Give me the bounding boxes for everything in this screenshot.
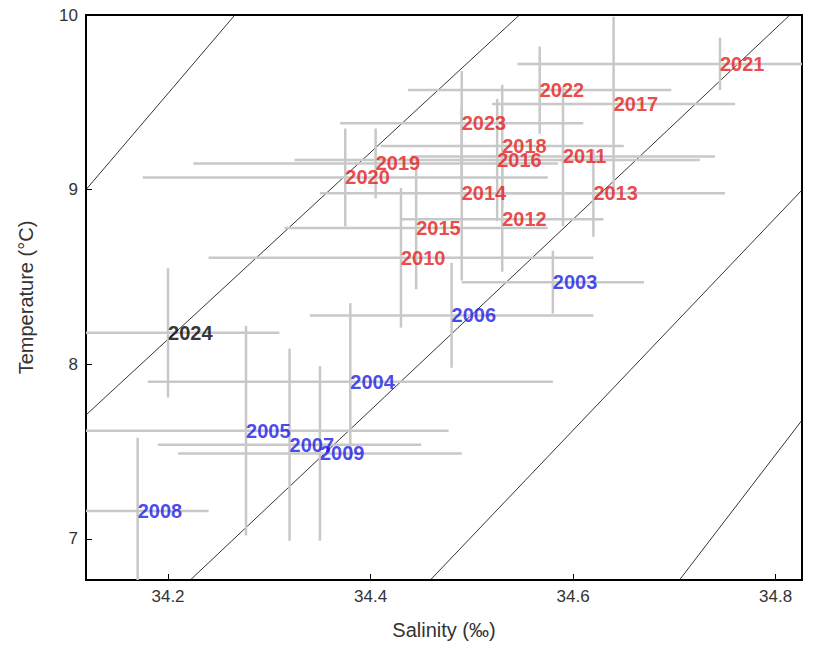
svg-text:2011: 2011 bbox=[563, 145, 606, 167]
svg-text:2014: 2014 bbox=[462, 182, 507, 204]
svg-text:2019: 2019 bbox=[376, 152, 421, 174]
svg-text:8: 8 bbox=[69, 355, 78, 374]
svg-text:2016: 2016 bbox=[497, 149, 542, 171]
svg-text:2024: 2024 bbox=[168, 322, 213, 344]
svg-text:2022: 2022 bbox=[540, 79, 585, 101]
svg-text:2004: 2004 bbox=[350, 371, 395, 393]
svg-text:2009: 2009 bbox=[320, 442, 365, 464]
svg-text:10: 10 bbox=[59, 6, 78, 25]
svg-text:2017: 2017 bbox=[614, 93, 659, 115]
svg-text:2020: 2020 bbox=[345, 166, 390, 189]
svg-text:34.4: 34.4 bbox=[354, 587, 387, 606]
svg-text:2018: 2018 bbox=[502, 135, 547, 157]
svg-text:34.8: 34.8 bbox=[759, 587, 792, 606]
svg-text:Temperature (°C): Temperature (°C) bbox=[15, 221, 37, 375]
svg-text:2006: 2006 bbox=[452, 304, 497, 326]
svg-text:2021: 2021 bbox=[720, 53, 765, 75]
svg-text:2007: 2007 bbox=[289, 433, 335, 456]
svg-text:2003: 2003 bbox=[553, 271, 598, 293]
svg-text:2013: 2013 bbox=[593, 182, 638, 204]
svg-text:2015: 2015 bbox=[416, 217, 461, 239]
svg-text:2008: 2008 bbox=[138, 500, 183, 522]
svg-text:34.2: 34.2 bbox=[151, 587, 184, 606]
svg-text:2010: 2010 bbox=[401, 247, 446, 269]
svg-text:2005: 2005 bbox=[246, 420, 290, 442]
svg-text:2012: 2012 bbox=[502, 208, 547, 230]
svg-text:7: 7 bbox=[69, 529, 78, 548]
svg-text:34.6: 34.6 bbox=[557, 587, 590, 606]
svg-text:2023: 2023 bbox=[462, 112, 507, 134]
svg-text:Salinity (‰): Salinity (‰) bbox=[392, 619, 495, 641]
svg-text:9: 9 bbox=[69, 180, 78, 199]
